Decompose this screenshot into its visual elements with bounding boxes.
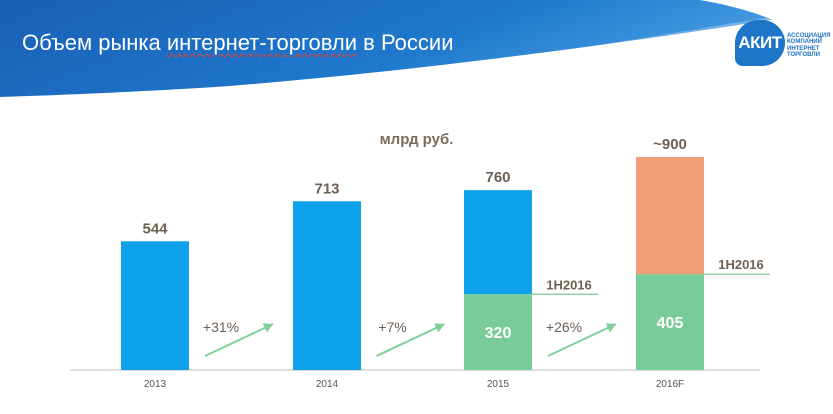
half-year-value-label: 320 [485,325,512,342]
page-title: Объем рынка интернет-торговли в России [22,30,453,56]
growth-arrow-shaft [547,323,617,357]
bar-forecast-remainder [636,157,704,275]
bar-total [121,241,189,370]
logo-line: АССОЦИАЦИЯ [787,33,831,39]
page-title-suffix: в России [357,30,454,55]
x-tick-label: 2015 [487,379,510,390]
bar-value-label: 713 [314,180,339,197]
x-tick-label: 2013 [144,379,167,390]
half-year-marker-label: 1H2016 [546,277,592,292]
growth-arrow-shaft [376,323,445,357]
half-year-marker-label: 1H2016 [718,257,764,272]
x-tick-label: 2014 [316,379,339,390]
bar-half-year [464,294,532,370]
logo-line: КОМПАНИЙ [787,39,822,46]
bar-value-label: ~900 [653,136,687,153]
growth-arrow-head [434,323,445,333]
page-title-prefix: Объем рынка [22,30,167,55]
logo-line: ТОРГОВЛИ [787,52,820,59]
growth-label: +26% [546,319,582,335]
bar-half-year [636,274,704,370]
page-title-underlined: интернет-торговли [166,30,358,55]
bar-value-label: 760 [485,169,510,186]
bar-total [464,190,532,295]
logo-text: АССОЦИАЦИЯ КОМПАНИЙ ИНТЕРНЕТ ТОРГОВЛИ [787,33,833,59]
chart-unit-label: млрд руб. [379,131,454,148]
logo-line: ИНТЕРНЕТ [787,45,820,52]
x-tick-label: 2016F [656,379,684,390]
growth-label: +7% [378,319,406,335]
bar-total [293,201,361,370]
growth-arrow-head [262,323,273,333]
half-year-value-label: 405 [657,315,684,332]
bar-value-label: 544 [142,220,168,237]
akit-logo: АКИТ АССОЦИАЦИЯ КОМПАНИЙ ИНТЕРНЕТ ТОРГОВ… [735,20,830,70]
growth-label: +31% [203,319,239,335]
growth-arrow-head [605,323,616,333]
header-banner [0,0,833,97]
logo-badge: АКИТ [735,20,785,66]
growth-arrow-shaft [204,323,274,357]
